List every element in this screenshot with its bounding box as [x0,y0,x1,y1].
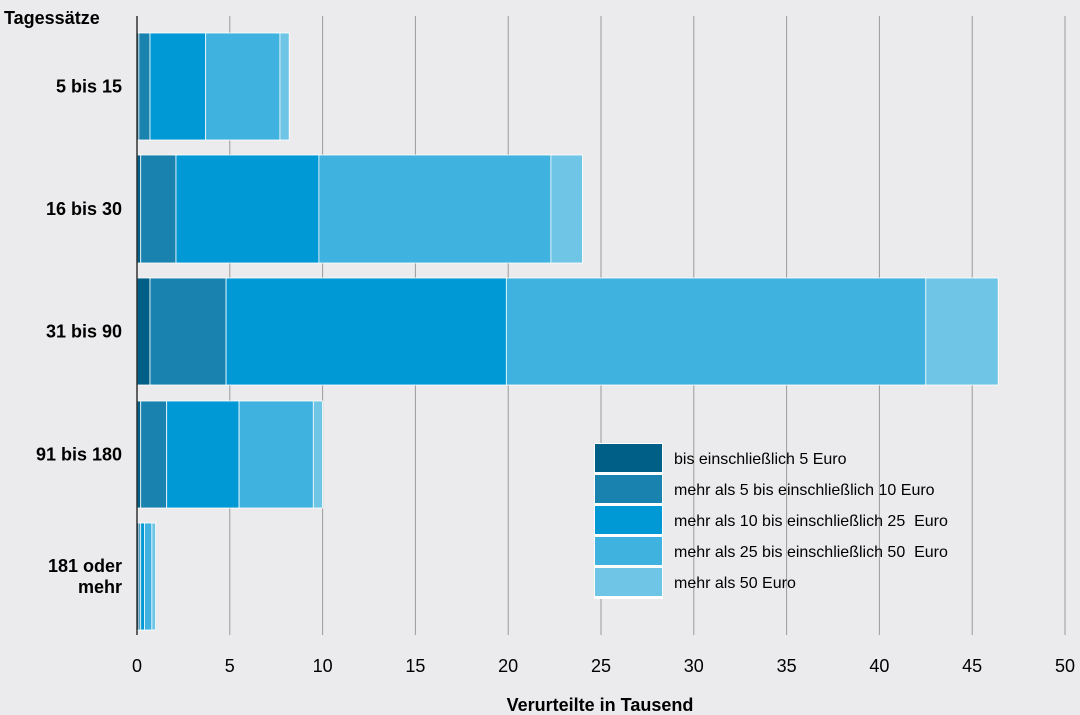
category-label: 31 bis 90 [46,322,122,342]
legend-label: mehr als 5 bis einschließlich 10 Euro [674,482,935,499]
x-tick-labels: 0 5 10 15 20 25 30 35 40 45 50 [132,656,1075,676]
x-tick-label: 15 [405,656,425,676]
legend-label: bis einschließlich 5 Euro [674,451,847,468]
bar-segment [166,400,240,509]
bar-segment [225,277,507,386]
x-tick-label: 40 [869,656,889,676]
bar-segment [279,32,290,141]
bar-segment [318,154,552,264]
bar-segment [925,277,999,386]
x-axis-title: Verurteilte in Tausend [507,695,694,715]
category-label: 5 bis 15 [56,77,122,97]
x-tick-label: 50 [1055,656,1075,676]
bar-segment [140,522,145,631]
legend-label: mehr als 50 Euro [674,575,796,592]
x-tick-label: 0 [132,656,142,676]
category-label: mehr [78,577,122,597]
x-tick-label: 10 [313,656,333,676]
bar-segment [144,522,153,631]
y-axis-title: Tagessätze [4,8,100,28]
bar-segment [140,400,168,509]
bar-segment [550,154,583,264]
bars [136,32,999,631]
bar-segment [136,277,151,386]
legend-swatch [595,537,662,565]
category-label: 181 oder [48,556,122,576]
bar-segment [175,154,320,264]
legend-swatch [595,506,662,534]
bar-segment [205,32,281,141]
category-label: 16 bis 30 [46,199,122,219]
bar-segment [505,277,927,386]
category-labels: 5 bis 15 16 bis 30 31 bis 90 91 bis 180 181 … [36,77,122,598]
x-tick-label: 35 [777,656,797,676]
bar-segment [140,154,177,264]
bar-segment [149,277,227,386]
bar-segment [149,32,207,141]
bar-segment [238,400,314,509]
x-tick-label: 20 [498,656,518,676]
category-label: 91 bis 180 [36,445,122,465]
x-tick-label: 5 [225,656,235,676]
legend-swatch [595,444,662,472]
bar-segment [151,522,156,631]
legend-label: mehr als 10 bis einschließlich 25 Euro [674,513,948,530]
legend-swatch [595,475,662,503]
legend-swatch [595,568,662,596]
bar-segment [312,400,324,509]
x-tick-label: 25 [591,656,611,676]
legend-label: mehr als 25 bis einschließlich 50 Euro [674,544,948,561]
bar-segment [138,32,151,141]
x-tick-label: 45 [962,656,982,676]
legend: bis einschließlich 5 Euro mehr als 5 bis … [594,443,948,599]
x-tick-label: 30 [684,656,704,676]
